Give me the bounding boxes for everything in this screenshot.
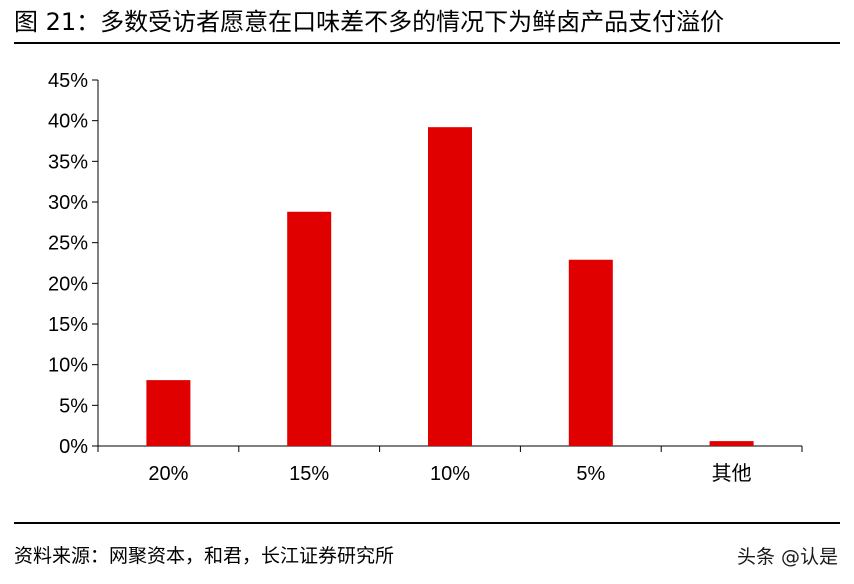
bar: [568, 259, 613, 446]
y-tick-label: 35%: [48, 151, 88, 173]
watermark: 头条 @认是: [736, 546, 838, 568]
x-tick-label: 20%: [148, 463, 188, 485]
bar: [709, 441, 754, 446]
bar: [146, 380, 191, 446]
x-tick-label: 10%: [430, 463, 470, 485]
bar: [428, 127, 472, 446]
x-tick-label: 15%: [289, 463, 329, 485]
bar: [287, 211, 332, 446]
y-tick-label: 40%: [48, 111, 88, 133]
source-divider: [14, 522, 840, 524]
x-tick-label: 5%: [576, 463, 605, 485]
y-tick-label: 5%: [59, 395, 88, 417]
bars: [146, 127, 754, 446]
bar-chart: 0% 5% 10% 15% 20% 25% 30% 35% 40% 45% 20% 15% 10% 5%…: [48, 70, 803, 485]
y-tick-label: 25%: [48, 233, 88, 255]
y-tick-label: 0%: [59, 436, 88, 458]
source-note: 资料来源：网聚资本，和君，长江证券研究所: [14, 545, 395, 567]
y-tick-label: 45%: [48, 70, 88, 92]
figure-title: 图 21：多数受访者愿意在口味差不多的情况下为鲜卤产品支付溢价: [14, 8, 725, 36]
y-tick-label: 20%: [48, 273, 88, 295]
title-divider: [14, 42, 840, 44]
x-axis: 20% 15% 10% 5% 其他: [97, 445, 803, 485]
y-tick-label: 10%: [48, 355, 88, 377]
y-axis: 0% 5% 10% 15% 20% 25% 30% 35% 40% 45%: [48, 70, 99, 458]
y-tick-label: 15%: [48, 314, 88, 336]
y-tick-label: 30%: [48, 192, 88, 214]
x-tick-label: 其他: [712, 462, 752, 485]
